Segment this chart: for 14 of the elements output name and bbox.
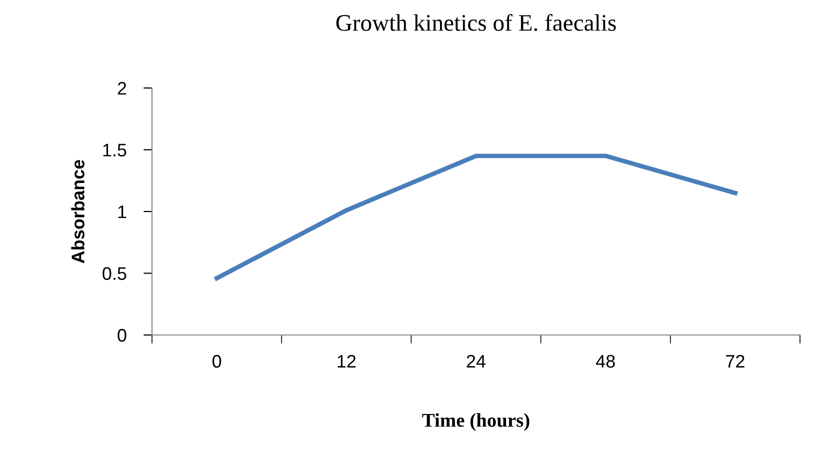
x-tick-label: 72	[726, 354, 744, 368]
y-tick-label: 0	[118, 328, 126, 342]
y-tick-label: 2	[118, 82, 126, 95]
x-axis-title: Time (hours)	[422, 413, 530, 431]
line-series	[214, 154, 738, 280]
y-tick-label: 1	[118, 206, 126, 218]
y-tick-label: 1.5	[103, 144, 126, 156]
x-tick-label: 24	[466, 354, 486, 368]
y-tick-label: 0.5	[102, 267, 126, 280]
x-tick-label: 0	[212, 354, 222, 368]
chart-title: Growth kinetics of E. faecalis	[336, 14, 616, 32]
y-axis-title: Absorbance	[71, 160, 84, 264]
x-tick-label: 48	[596, 354, 615, 368]
x-tick-label: 12	[338, 354, 356, 368]
